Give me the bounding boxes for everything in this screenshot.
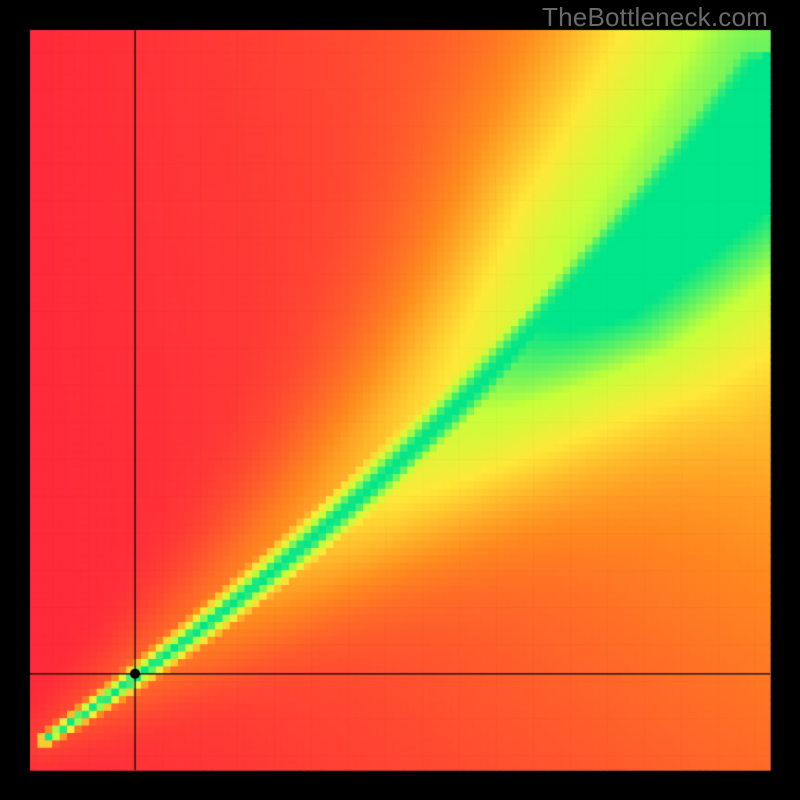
watermark-text: TheBottleneck.com bbox=[542, 2, 768, 33]
bottleneck-heatmap bbox=[0, 0, 800, 800]
